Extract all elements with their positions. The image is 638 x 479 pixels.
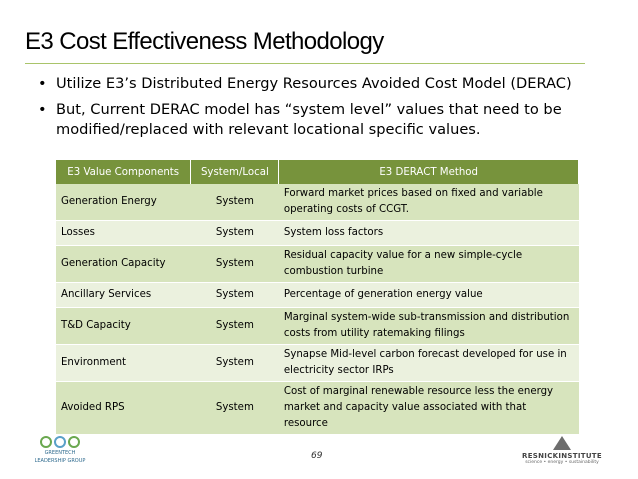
cell-component: T&D Capacity [56, 307, 191, 345]
greentech-circles-icon [30, 436, 90, 448]
table-row: Losses System System loss factors [56, 220, 579, 246]
header-method: E3 DERACT Method [278, 160, 579, 184]
bullet-item: • But, Current DERAC model has “system l… [38, 100, 628, 140]
greentech-logo-line2: LEADERSHIP GROUP [34, 458, 86, 464]
cell-component: Generation Energy [56, 184, 191, 221]
cell-scope: System [190, 381, 279, 435]
cell-method: Cost of marginal renewable resource less… [278, 381, 579, 435]
cell-component: Generation Capacity [56, 245, 191, 283]
cell-method: Percentage of generation energy value [278, 282, 579, 308]
cell-component: Avoided RPS [56, 381, 191, 435]
greentech-logo: GREENTECH LEADERSHIP GROUP [30, 436, 90, 476]
cell-scope: System [190, 307, 279, 345]
bullet-glyph: • [38, 101, 47, 118]
bullet-glyph: • [38, 75, 47, 92]
greentech-logo-line1: GREENTECH [44, 450, 76, 456]
resnick-triangle-icon [553, 436, 571, 450]
resnick-logo: RESNICKINSTITUTE science • energy • sust… [512, 436, 612, 476]
table-row: T&D Capacity System Marginal system-wide… [56, 307, 579, 345]
header-value-components: E3 Value Components [56, 160, 192, 184]
cell-scope: System [190, 245, 279, 283]
bullet-text: Utilize E3’s Distributed Energy Resource… [56, 75, 572, 92]
cell-scope: System [190, 184, 279, 221]
cell-method: Marginal system-wide sub-transmission an… [278, 307, 579, 345]
table-row: Generation Energy System Forward market … [56, 184, 579, 221]
cell-component: Environment [56, 344, 191, 382]
resnick-logo-tagline: science • energy • sustainability [525, 460, 599, 465]
bullet-item: • Utilize E3’s Distributed Energy Resour… [38, 74, 628, 94]
table-row: Avoided RPS System Cost of marginal rene… [56, 381, 579, 435]
resnick-logo-name: RESNICKINSTITUTE [522, 452, 602, 460]
table-row: Environment System Synapse Mid-level car… [56, 344, 579, 382]
bullet-list: • Utilize E3’s Distributed Energy Resour… [38, 74, 628, 146]
cell-component: Losses [56, 220, 191, 246]
method-table: E3 Value Components System/Local E3 DERA… [56, 160, 579, 435]
table-row: Generation Capacity System Residual capa… [56, 245, 579, 283]
table-header-row: E3 Value Components System/Local E3 DERA… [56, 160, 579, 184]
cell-scope: System [190, 282, 279, 308]
cell-method: Residual capacity value for a new simple… [278, 245, 579, 283]
slide-title: E3 Cost Effectiveness Methodology [25, 28, 384, 55]
table-row: Ancillary Services System Percentage of … [56, 282, 579, 308]
cell-method: Synapse Mid-level carbon forecast develo… [278, 344, 579, 382]
cell-scope: System [190, 220, 279, 246]
bullet-text: But, Current DERAC model has “system lev… [56, 101, 562, 138]
header-system-local: System/Local [190, 160, 280, 184]
cell-scope: System [190, 344, 279, 382]
page-number: 69 [311, 451, 323, 461]
title-divider [25, 63, 585, 64]
cell-method: Forward market prices based on fixed and… [278, 184, 579, 221]
cell-method: System loss factors [278, 220, 579, 246]
cell-component: Ancillary Services [56, 282, 191, 308]
